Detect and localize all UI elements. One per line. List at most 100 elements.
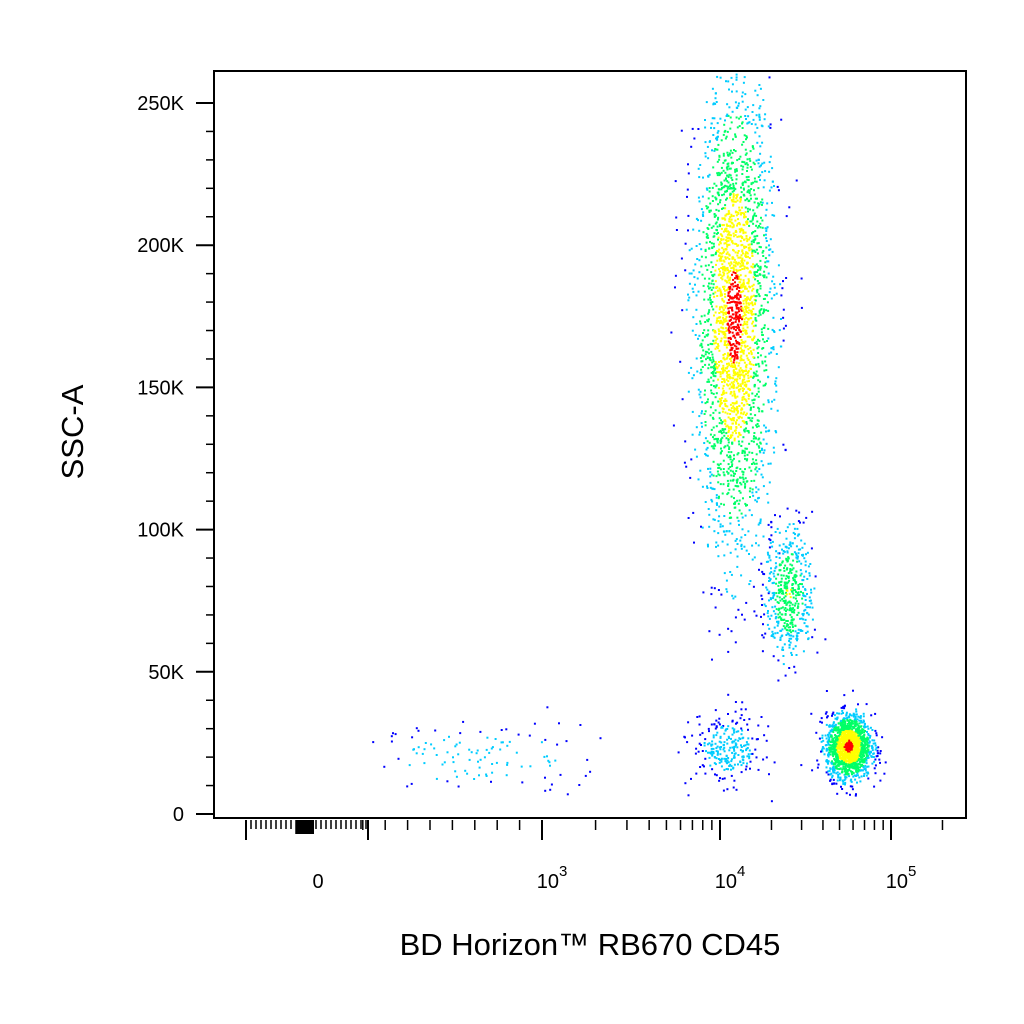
event-dot [848, 775, 851, 778]
event-dot [861, 756, 864, 759]
event-dot [846, 747, 849, 750]
event-dot [711, 366, 714, 369]
event-dot [731, 740, 734, 743]
event-dot [703, 298, 706, 301]
event-dot [698, 393, 701, 396]
event-dot [742, 282, 745, 285]
event-dot [718, 717, 721, 720]
event-dot [744, 457, 746, 460]
event-dot [721, 186, 723, 189]
event-dot [839, 728, 841, 731]
event-dot [699, 357, 702, 359]
event-dot [736, 479, 739, 482]
event-dot [720, 259, 723, 262]
event-dot [722, 327, 725, 330]
event-dot [713, 117, 716, 120]
event-dot [851, 744, 854, 747]
event-dot [848, 765, 851, 768]
event-dot [741, 308, 744, 310]
event-dot [726, 365, 729, 368]
event-dot [715, 287, 718, 289]
event-dot [687, 299, 690, 302]
event-dot [758, 225, 760, 227]
event-dot [779, 283, 782, 286]
event-dot [738, 369, 741, 372]
event-dot [734, 211, 737, 214]
event-dot [690, 458, 693, 461]
event-dot [800, 277, 803, 280]
event-dot [454, 770, 457, 773]
event-dot [729, 238, 732, 241]
event-dot [827, 743, 830, 746]
event-dot [772, 572, 775, 575]
event-dot [793, 537, 796, 540]
event-dot [714, 311, 717, 314]
event-dot [791, 611, 794, 614]
event-dot [850, 724, 852, 727]
event-dot [732, 369, 735, 372]
event-dot [716, 75, 719, 78]
event-dot [769, 123, 772, 126]
event-dot [732, 371, 735, 374]
event-dot [721, 370, 724, 373]
event-dot [836, 761, 839, 764]
event-dot [747, 278, 750, 281]
event-dot [713, 295, 716, 298]
event-dot [760, 562, 763, 565]
event-dot [713, 314, 715, 317]
event-dot [764, 170, 767, 173]
event-dot [718, 174, 721, 177]
event-dot [774, 605, 777, 608]
event-dot [741, 333, 744, 336]
event-dot [698, 433, 701, 436]
event-dot [878, 758, 881, 761]
event-dot [737, 763, 739, 766]
event-dot [739, 230, 742, 233]
event-dot [717, 555, 720, 558]
event-dot [852, 689, 854, 692]
event-dot [736, 406, 739, 408]
event-dot [745, 235, 748, 237]
event-dot [733, 357, 736, 360]
event-dot [728, 220, 731, 223]
event-dot [727, 467, 730, 470]
event-dot [708, 380, 711, 383]
event-dot [724, 758, 727, 761]
event-dot [863, 758, 866, 761]
event-dot [786, 620, 789, 622]
event-dot [770, 534, 773, 537]
event-dot [711, 768, 714, 771]
event-dot [831, 724, 834, 727]
event-dot [726, 151, 729, 154]
event-dot [722, 319, 725, 322]
event-dot [847, 735, 850, 738]
event-dot [717, 378, 720, 381]
event-dot [724, 445, 727, 448]
event-dot [740, 341, 743, 344]
event-dot [734, 234, 737, 237]
event-dot [711, 279, 714, 282]
event-dot [752, 329, 754, 332]
event-dot [702, 355, 705, 358]
event-dot [734, 744, 737, 747]
event-dot [836, 716, 839, 719]
event-dot [838, 755, 841, 758]
event-dot [723, 179, 726, 182]
event-dot [726, 103, 729, 106]
event-dot [785, 634, 788, 636]
event-dot [720, 238, 723, 241]
event-dot [725, 754, 728, 757]
event-dot [788, 646, 791, 649]
event-dot [848, 752, 851, 755]
event-dot [696, 370, 699, 373]
event-dot [728, 218, 731, 221]
event-dot [874, 758, 877, 761]
event-dot [772, 594, 775, 597]
event-dot [733, 439, 736, 442]
event-dot [759, 178, 761, 181]
event-dot [768, 481, 771, 484]
event-dot [761, 198, 764, 201]
event-dot [732, 488, 735, 491]
event-dot [735, 268, 738, 271]
event-dot [745, 747, 748, 750]
